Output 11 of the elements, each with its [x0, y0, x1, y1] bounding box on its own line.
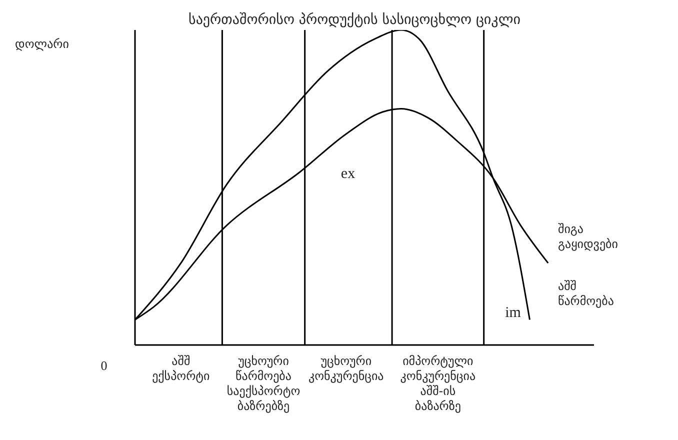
text: აშშ წარმოება	[558, 278, 614, 308]
annotation: ex	[340, 166, 356, 182]
chart-title: საერთაშორისო პროდუქტის სასიცოცხლო ციკლი	[188, 12, 520, 28]
text: დოლარი	[15, 37, 69, 51]
x-tick-label: უცხოური კონკურენცია	[308, 354, 384, 383]
x-tick-label: უცხოური წარმოება საექსპორტო ბაზრებზე	[226, 354, 300, 413]
annotation: im	[505, 305, 522, 321]
series-label: შიგა გაყიდვები	[558, 222, 618, 252]
text: 0	[100, 358, 108, 373]
x-tick-label: იმპორტული კონკურენცია აშშ-ის ბაზარზე	[400, 354, 476, 413]
x-tick-label: აშშ ექსპორტი	[152, 354, 210, 383]
